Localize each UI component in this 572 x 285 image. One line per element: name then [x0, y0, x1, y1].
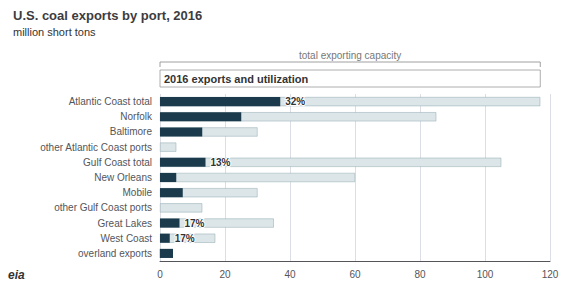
svg-text:17%: 17% [185, 218, 205, 229]
svg-text:100: 100 [477, 269, 494, 280]
svg-text:West Coast: West Coast [101, 233, 153, 244]
svg-text:U.S. coal exports by port, 201: U.S. coal exports by port, 2016 [13, 8, 202, 23]
svg-text:Mobile: Mobile [123, 187, 153, 198]
svg-text:New Orleans: New Orleans [94, 172, 152, 183]
svg-text:other Gulf Coast ports: other Gulf Coast ports [54, 202, 152, 213]
svg-text:Atlantic Coast total: Atlantic Coast total [69, 96, 152, 107]
svg-text:other Atlantic Coast ports: other Atlantic Coast ports [40, 142, 152, 153]
svg-text:Great Lakes: Great Lakes [98, 218, 152, 229]
svg-text:overland exports: overland exports [78, 248, 152, 259]
svg-text:0: 0 [157, 269, 163, 280]
svg-text:40: 40 [284, 269, 296, 280]
svg-text:2016 exports and utilization: 2016 exports and utilization [164, 73, 309, 85]
svg-text:million short tons: million short tons [13, 26, 96, 38]
svg-text:120: 120 [542, 269, 559, 280]
svg-text:20: 20 [219, 269, 231, 280]
svg-text:60: 60 [349, 269, 361, 280]
svg-text:80: 80 [414, 269, 426, 280]
svg-text:32%: 32% [285, 96, 305, 107]
svg-text:Baltimore: Baltimore [110, 126, 153, 137]
svg-text:Norfolk: Norfolk [120, 111, 153, 122]
svg-text:13%: 13% [211, 157, 231, 168]
svg-text:eia: eia [8, 268, 25, 282]
svg-text:17%: 17% [175, 233, 195, 244]
svg-text:total exporting capacity: total exporting capacity [299, 50, 401, 61]
svg-text:Gulf Coast total: Gulf Coast total [83, 157, 152, 168]
